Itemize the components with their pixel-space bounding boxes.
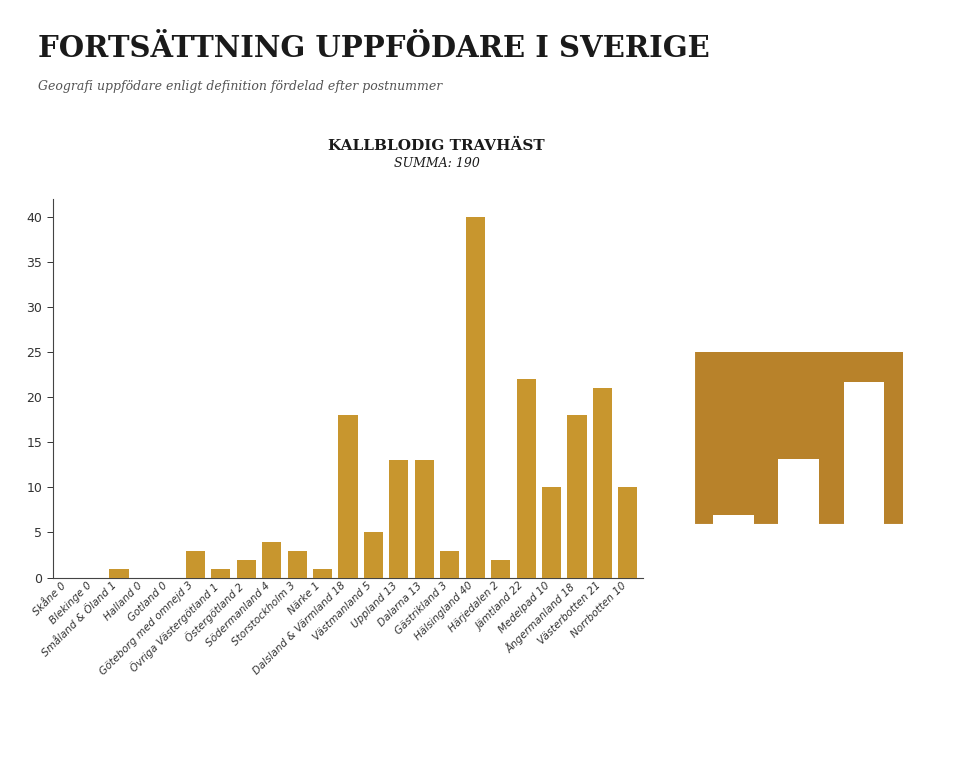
Bar: [262, 542, 281, 578]
Bar: [466, 217, 485, 578]
Bar: [109, 568, 129, 578]
Bar: [390, 461, 408, 578]
Bar: [237, 559, 255, 578]
Bar: [364, 532, 383, 578]
Bar: [593, 389, 612, 578]
Bar: [441, 551, 459, 578]
Bar: [492, 559, 510, 578]
Text: 19: 19: [864, 722, 914, 756]
Text: AVELSRAPPORT: AVELSRAPPORT: [682, 723, 797, 736]
Bar: [844, 382, 884, 524]
Bar: [542, 487, 562, 578]
Bar: [313, 568, 332, 578]
Bar: [779, 460, 819, 524]
Bar: [618, 487, 637, 578]
Bar: [211, 568, 230, 578]
Text: ⇖ De definierade uppfödarna som har
fött upp minst ett föl under två av de
tre å: ⇖ De definierade uppfödarna som har fött…: [669, 34, 914, 143]
Bar: [339, 415, 357, 578]
Text: SUMMA: 190: SUMMA: 190: [394, 157, 480, 170]
Text: Geografi uppfödare enligt definition fördelad efter postnummer: Geografi uppfödare enligt definition för…: [38, 80, 443, 93]
Bar: [567, 415, 587, 578]
Bar: [516, 379, 536, 578]
Bar: [288, 551, 306, 578]
Text: FORTSÄTTNING UPPFÖDARE I SVERIGE: FORTSÄTTNING UPPFÖDARE I SVERIGE: [38, 34, 710, 63]
Text: KALLBLODIG TRAVHÄST: KALLBLODIG TRAVHÄST: [328, 139, 545, 153]
Bar: [415, 461, 434, 578]
Bar: [186, 551, 204, 578]
Bar: [713, 516, 754, 524]
Text: KALLBLODIGA TRAVHÄSTAR: KALLBLODIGA TRAVHÄSTAR: [675, 317, 894, 330]
Text: ► HÄR BOR UPPFÖDARNA AV: ► HÄR BOR UPPFÖDARNA AV: [675, 297, 899, 310]
